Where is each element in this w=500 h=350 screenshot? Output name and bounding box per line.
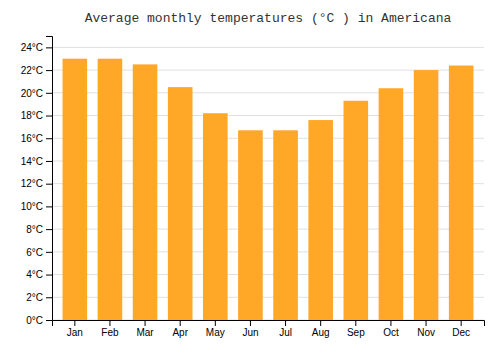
y-tick-mark [46,161,52,162]
y-tick-label: 8°C [26,224,43,235]
x-tick-mark [180,320,181,326]
x-tick: Nov [417,320,435,338]
x-tick-mark [285,320,286,326]
y-tick: 10°C [21,201,52,212]
y-tick-label: 20°C [21,88,43,99]
x-tick-label: Mar [136,327,154,338]
y-tick-mark [46,184,52,185]
x-tick-mark [215,320,216,326]
bar [238,130,263,320]
y-tick-label: 2°C [26,292,43,303]
y-tick-mark [46,320,52,321]
grid-line [52,47,484,48]
y-tick-label: 12°C [21,178,43,189]
bar [63,59,88,320]
bar [98,59,123,320]
x-axis: Jan Feb Mar Apr May Jun Jul Aug Sep Oct Nov Dec [53,320,485,338]
y-axis-line [46,37,53,321]
y-tick-label: 22°C [21,65,43,76]
x-tick-label: Jan [67,327,83,338]
bars [63,59,474,320]
x-tick-label: Dec [452,327,470,338]
x-tick-mark [320,320,321,326]
bar [168,87,193,320]
y-tick: 0°C [26,315,52,326]
y-tick-label: 6°C [26,247,43,258]
y-tick-label: 4°C [26,269,43,280]
x-tick: Jan [67,320,83,338]
y-tick-mark [46,229,52,230]
x-tick-mark [426,320,427,326]
bar [273,130,298,320]
y-tick-mark [46,297,52,298]
y-axis: 0°C 2°C 4°C 6°C 8°C 10°C 12°C 14°C 16°C 18°C 20°C 2… [21,37,53,326]
x-tick: Dec [452,320,470,338]
x-tick: Jun [242,320,258,338]
grid [52,47,484,320]
x-tick-mark [461,320,462,326]
x-tick: Jul [279,320,292,338]
x-tick: Apr [172,320,188,338]
bar [449,66,474,320]
x-tick-mark [390,320,391,326]
x-tick: Aug [312,320,330,338]
y-tick-label: 24°C [21,42,43,53]
x-tick-mark [74,320,75,326]
y-tick-mark [46,47,52,48]
y-tick-label: 18°C [21,110,43,121]
x-tick: Sep [347,320,365,338]
y-tick-mark [46,70,52,71]
y-tick-mark [46,138,52,139]
plot: 0°C 2°C 4°C 6°C 8°C 10°C 12°C 14°C 16°C 18°C 20°C 2… [21,37,485,339]
bar [344,101,369,320]
x-tick: May [206,320,225,338]
title: Average monthly temperatures (°C ) in Am… [85,11,452,26]
y-tick-mark [46,206,52,207]
y-tick: 22°C [21,65,52,76]
x-tick-label: Aug [312,327,330,338]
x-axis-line [53,321,485,327]
x-tick: Mar [136,320,154,338]
x-tick-mark [145,320,146,326]
y-tick-mark [46,252,52,253]
x-tick-label: Apr [172,327,188,338]
bar [203,113,228,320]
x-tick-label: Sep [347,327,365,338]
x-tick-label: May [206,327,225,338]
y-tick: 18°C [21,110,52,121]
y-tick-label: 10°C [21,201,43,212]
bar [308,120,333,320]
bar [379,88,404,320]
y-tick-mark [46,275,52,276]
bar [414,70,439,320]
x-tick: Oct [383,320,399,338]
y-tick-label: 0°C [26,315,43,326]
y-tick-label: 16°C [21,133,43,144]
x-tick-mark [109,320,110,326]
y-tick-label: 14°C [21,156,43,167]
y-tick-mark [46,93,52,94]
y-tick: 8°C [26,224,52,235]
y-tick: 24°C [21,42,52,53]
y-tick: 4°C [26,269,52,280]
x-tick-label: Feb [101,327,119,338]
x-tick-label: Nov [417,327,435,338]
y-tick: 12°C [21,178,52,189]
bar [133,64,158,320]
y-tick: 16°C [21,133,52,144]
x-tick-label: Jul [279,327,292,338]
y-tick: 2°C [26,292,52,303]
y-tick: 6°C [26,247,52,258]
chart-svg: 0°C 2°C 4°C 6°C 8°C 10°C 12°C 14°C 16°C 18°C 20°C 2… [0,0,500,350]
x-tick-label: Jun [242,327,258,338]
y-tick: 20°C [21,88,52,99]
chart-container: 0°C 2°C 4°C 6°C 8°C 10°C 12°C 14°C 16°C 18°C 20°C 2… [0,0,500,350]
y-tick-mark [46,116,52,117]
y-tick: 14°C [21,156,52,167]
x-tick: Feb [101,320,119,338]
x-tick-label: Oct [383,327,399,338]
x-tick-mark [250,320,251,326]
x-tick-mark [355,320,356,326]
